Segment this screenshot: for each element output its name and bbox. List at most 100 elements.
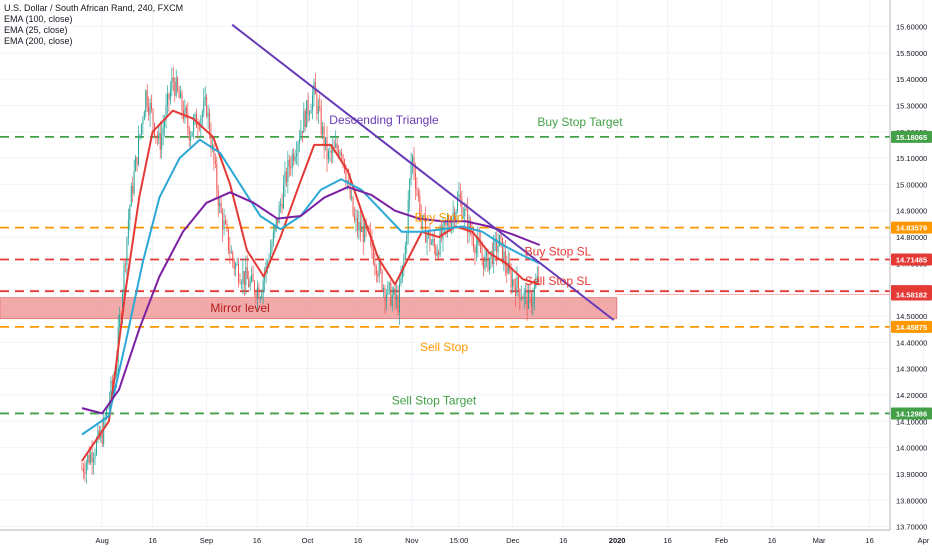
candle-body [528, 290, 530, 309]
ema-line-200[interactable] [81, 186, 541, 415]
candle-body [430, 242, 432, 245]
candle-body [181, 92, 183, 111]
candle-body [116, 360, 118, 377]
candle-body [291, 153, 293, 169]
candle-body [341, 152, 342, 155]
candle-body [345, 171, 347, 183]
candle-body [472, 237, 474, 248]
candle-body [438, 252, 440, 256]
x-tick-label: 16 [559, 536, 567, 545]
candle-body [139, 134, 141, 137]
y-tick-label: 15.30000 [896, 101, 927, 110]
candle-body [510, 271, 512, 288]
candle-body [111, 380, 113, 385]
price-level-tag[interactable] [891, 221, 932, 234]
candle-body [310, 110, 312, 114]
y-tick-label: 14.10000 [896, 417, 927, 426]
candle-body [264, 273, 266, 281]
candle-body [442, 223, 444, 239]
y-tick-label: 15.60000 [896, 23, 927, 32]
candle-body [432, 238, 434, 243]
legend-ema25[interactable]: EMA (25, close) [4, 25, 68, 35]
price-axis[interactable]: 15.6000015.5000015.4000015.3000015.20000… [889, 0, 932, 532]
candle-body [136, 156, 138, 165]
legend-title[interactable]: U.S. Dollar / South African Rand, 240, F… [4, 3, 184, 13]
annotations: Buy Stop Target Buy Stop Buy Stop SL Sell S… [392, 115, 623, 408]
candle-body [235, 264, 237, 269]
ema-line-25[interactable] [81, 109, 540, 462]
candle-body [375, 266, 377, 275]
descending-trendline[interactable] [231, 23, 615, 321]
candle-body [222, 212, 224, 230]
candle-body [275, 219, 277, 227]
candle-body [475, 245, 477, 254]
candle-body [138, 136, 139, 165]
price-level-tag[interactable] [891, 288, 932, 301]
x-tick-label: Apr [918, 536, 930, 545]
candle-body [135, 156, 137, 172]
candle-body [168, 93, 170, 100]
candle-body [406, 234, 408, 246]
candle-body [388, 282, 390, 284]
price-level-tag[interactable] [891, 320, 932, 333]
candle-body [312, 95, 313, 111]
candle-body [372, 249, 374, 264]
ema-line-100[interactable] [81, 138, 541, 436]
x-tick-label: 2020 [609, 536, 626, 545]
candle-body [142, 120, 144, 125]
candle-body [354, 215, 356, 221]
candle-body [385, 294, 387, 302]
candle-body [348, 180, 350, 182]
candle-body [462, 216, 464, 218]
price-level-tag[interactable] [891, 407, 932, 420]
candle-body [161, 133, 163, 150]
candle-body [468, 219, 470, 233]
candle-body [133, 171, 135, 194]
price-level-tag[interactable] [891, 253, 932, 266]
candle-body [240, 283, 242, 284]
candle-body [127, 220, 129, 238]
candle-body [525, 290, 527, 292]
candle-body [499, 234, 501, 246]
candle-body [419, 195, 421, 217]
candle-body [226, 223, 228, 229]
legend-ema200[interactable]: EMA (200, close) [4, 36, 73, 46]
candle-body [271, 244, 273, 252]
level-annotation: Buy Stop [415, 211, 464, 225]
candle-body [280, 203, 282, 206]
candle-body [325, 137, 327, 147]
candle-body [223, 220, 225, 230]
candle-body [206, 96, 208, 117]
legend-ema100[interactable]: EMA (100, close) [4, 14, 73, 24]
candle-body [177, 78, 179, 91]
candle-body [523, 291, 525, 299]
candle-body [216, 163, 218, 190]
candle-body [174, 81, 176, 96]
y-tick-label: 14.50000 [896, 312, 927, 321]
candle-body [480, 243, 482, 254]
candle-body [439, 230, 441, 256]
candle-body [188, 127, 190, 141]
trendline-label: Descending Triangle [329, 113, 439, 127]
candle-body [516, 276, 518, 297]
candle-body [493, 239, 495, 265]
x-tick-label: 16 [148, 536, 156, 545]
candle-body [377, 274, 379, 277]
candle-body [298, 139, 300, 144]
candle-body [256, 287, 258, 298]
candle-body [416, 187, 418, 191]
candle-body [245, 267, 247, 285]
candle-body [452, 212, 454, 221]
candle-body [320, 108, 322, 135]
candle-body [425, 217, 427, 243]
candle-body [84, 472, 86, 474]
candle-body [267, 262, 269, 264]
candle-body [458, 194, 460, 198]
price-level-tag-text: 14.12986 [896, 409, 927, 418]
candle-body [236, 264, 238, 265]
price-level-tag[interactable] [891, 130, 932, 143]
level-annotation: Sell Stop Target [392, 393, 477, 407]
candle-body [335, 143, 337, 148]
time-axis[interactable]: Aug 16 Sep 16 Oct 16 Nov 15:00 Dec 16 2020 16 Feb 16 M… [0, 529, 930, 545]
